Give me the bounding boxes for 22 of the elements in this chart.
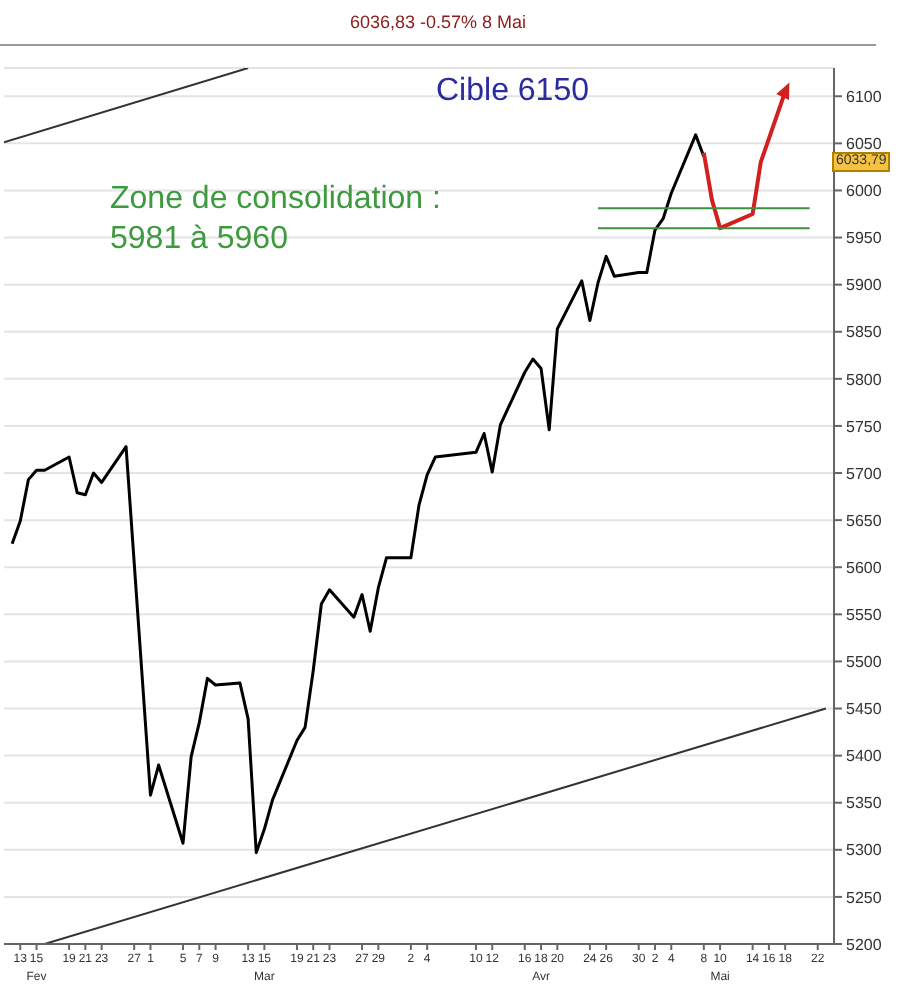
y-tick-label: 5750 [846,417,883,436]
y-tick-label: 5550 [846,606,883,624]
annotation: Cible 6150 [436,72,589,112]
chart-title: 6036,83 -0.57% 8 Mai [0,0,876,46]
y-tick-label: 5800 [846,370,883,389]
y-tick-label: 5350 [846,794,883,813]
y-tick-label: 5600 [846,558,883,577]
y-tick-label: 6050 [846,135,883,154]
annotation: Zone de consolidation : 5981 à 5960 [110,180,441,260]
y-tick-label: 5850 [846,323,883,342]
y-tick-label: 5900 [846,276,883,295]
y-tick-label: 5400 [846,747,883,766]
y-tick-label: 5950 [846,229,883,248]
y-tick-label: 5450 [846,700,883,719]
y-tick-label: 5500 [846,653,883,672]
y-tick-label: 5300 [846,841,883,860]
y-tick-label: 5250 [846,888,883,907]
y-tick-label: 5700 [846,464,883,483]
y-tick-label: 5650 [846,511,883,530]
y-tick-label: 6000 [846,182,883,201]
y-tick-label: 6100 [846,87,883,106]
y-tick-label: 5200 [846,935,883,954]
